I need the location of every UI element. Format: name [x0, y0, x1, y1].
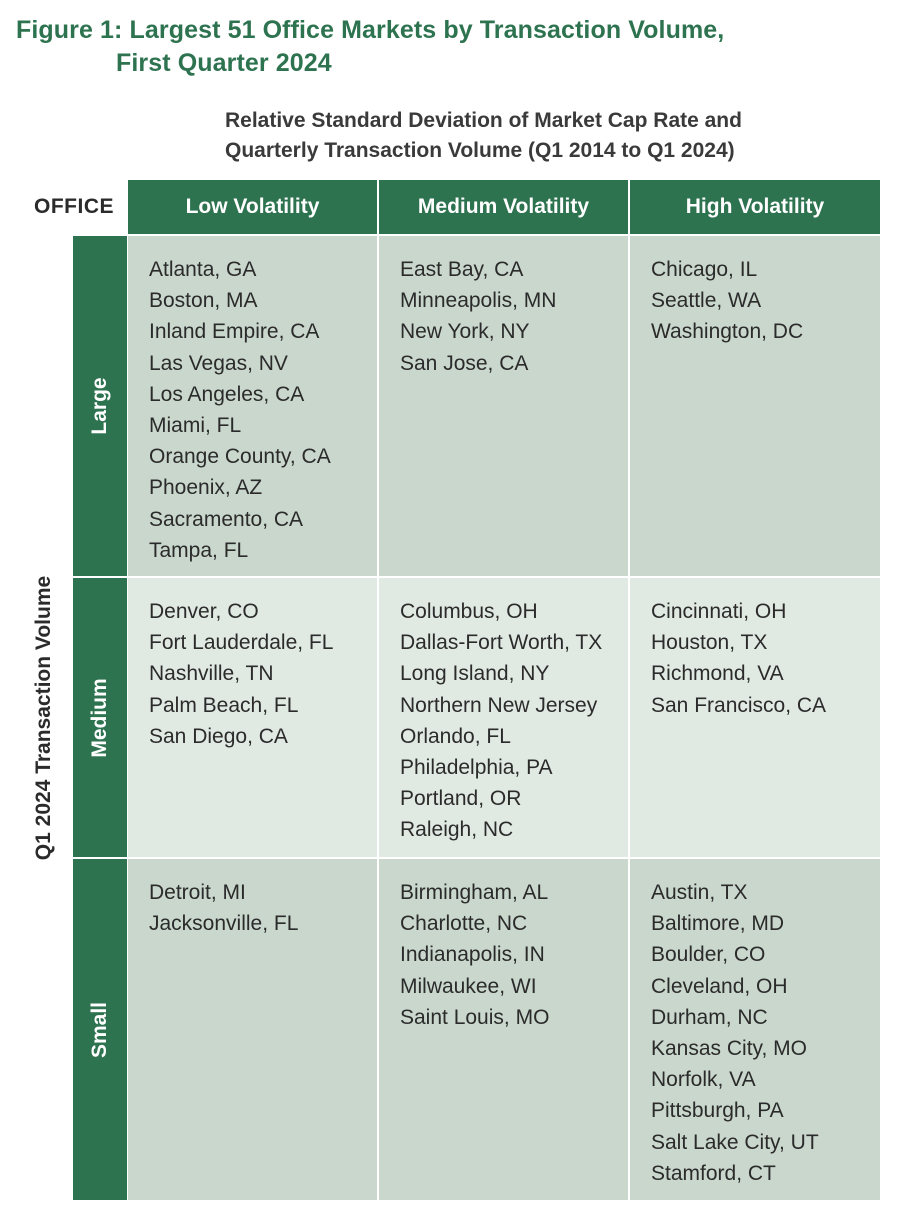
- market-item: Denver, CO: [149, 600, 259, 623]
- row-header-medium-label: Medium: [88, 677, 111, 758]
- market-list: Chicago, IL Seattle, WA Washington, DC: [651, 254, 880, 348]
- market-item: Saint Louis, MO: [400, 1005, 550, 1029]
- market-item: Jacksonville, FL: [149, 912, 299, 936]
- cell-large-medium: East Bay, CA Minneapolis, MN New York, NY S…: [379, 236, 628, 576]
- cell-medium-high: Cincinnati, OH Houston, TX Richmond, VA San…: [630, 578, 880, 857]
- column-header-medium-volatility: Medium Volatility: [379, 180, 628, 234]
- market-item: Los Angeles, CA: [149, 382, 305, 406]
- market-item: Detroit, MI: [149, 881, 246, 904]
- market-item: Palm Beach, FL: [149, 693, 299, 717]
- market-item: Birmingham, AL: [400, 881, 549, 904]
- market-list: Denver, CO Fort Lauderdale, FL Nashville, …: [149, 596, 377, 752]
- market-list: Columbus, OH Dallas-Fort Worth, TX Long Is…: [400, 596, 628, 846]
- market-item: Philadelphia, PA: [400, 756, 553, 780]
- market-list: East Bay, CA Minneapolis, MN New York, NY S…: [400, 254, 628, 379]
- market-item: Milwaukee, WI: [400, 974, 537, 998]
- market-item: Norfolk, VA: [651, 1068, 756, 1092]
- market-item: Minneapolis, MN: [400, 289, 557, 313]
- market-item: Indianapolis, IN: [400, 943, 545, 967]
- market-list: Birmingham, AL Charlotte, NC Indianapolis,…: [400, 877, 628, 1033]
- market-item: Salt Lake City, UT: [651, 1130, 819, 1154]
- market-item: Orlando, FL: [400, 724, 511, 748]
- market-item: Las Vegas, NV: [149, 351, 288, 375]
- market-item: Boston, MA: [149, 289, 258, 313]
- table-subtitle: Relative Standard Deviation of Market Ca…: [225, 106, 742, 166]
- market-item: Phoenix, AZ: [149, 476, 263, 500]
- market-item: Richmond, VA: [651, 662, 784, 686]
- market-item: Fort Lauderdale, FL: [149, 631, 334, 655]
- market-item: Northern New Jersey: [400, 693, 598, 717]
- cell-large-low: Atlanta, GA Boston, MA Inland Empire, CA La…: [128, 236, 377, 576]
- market-item: San Francisco, CA: [651, 693, 827, 717]
- row-header-small-label: Small: [88, 1001, 111, 1058]
- market-list: Austin, TX Baltimore, MD Boulder, CO Clevel…: [651, 877, 880, 1189]
- market-item: Austin, TX: [651, 881, 748, 904]
- figure-title-line-1: Figure 1: Largest 51 Office Markets by T…: [16, 16, 725, 44]
- market-item: Durham, NC: [651, 1005, 768, 1029]
- market-item: San Diego, CA: [149, 724, 288, 748]
- market-item: Stamford, CT: [651, 1161, 776, 1185]
- office-corner-label: OFFICE: [34, 195, 114, 218]
- column-header-low-volatility: Low Volatility: [128, 180, 377, 234]
- market-item: Boulder, CO: [651, 943, 766, 967]
- market-item: Miami, FL: [149, 414, 242, 438]
- market-item: Charlotte, NC: [400, 912, 528, 936]
- market-item: Baltimore, MD: [651, 912, 785, 936]
- row-header-small: Small: [73, 859, 127, 1200]
- market-item: Raleigh, NC: [400, 818, 514, 842]
- row-header-medium: Medium: [73, 578, 127, 857]
- figure-title: Figure 1: Largest 51 Office Markets by T…: [16, 14, 724, 80]
- cell-medium-medium: Columbus, OH Dallas-Fort Worth, TX Long Is…: [379, 578, 628, 857]
- market-list: Detroit, MI Jacksonville, FL: [149, 877, 377, 939]
- market-item: Portland, OR: [400, 787, 522, 811]
- market-item: Long Island, NY: [400, 662, 550, 686]
- market-item: Pittsburgh, PA: [651, 1099, 784, 1123]
- market-list: Cincinnati, OH Houston, TX Richmond, VA San…: [651, 596, 880, 721]
- table-subtitle-line-2: Quarterly Transaction Volume (Q1 2014 to…: [225, 139, 735, 162]
- market-item: Sacramento, CA: [149, 507, 304, 531]
- cell-large-high: Chicago, IL Seattle, WA Washington, DC: [630, 236, 880, 576]
- row-header-large-label: Large: [88, 377, 111, 435]
- table-subtitle-line-1: Relative Standard Deviation of Market Ca…: [225, 109, 742, 132]
- market-item: Houston, TX: [651, 631, 768, 655]
- market-item: Cleveland, OH: [651, 974, 788, 998]
- market-item: Atlanta, GA: [149, 258, 257, 281]
- market-item: Orange County, CA: [149, 445, 331, 469]
- market-item: Dallas-Fort Worth, TX: [400, 631, 603, 655]
- row-axis-label-text: Q1 2024 Transaction Volume: [32, 575, 55, 861]
- market-item: San Jose, CA: [400, 351, 529, 375]
- market-item: Washington, DC: [651, 320, 804, 344]
- market-item: Cincinnati, OH: [651, 600, 787, 623]
- cell-small-low: Detroit, MI Jacksonville, FL: [128, 859, 377, 1200]
- market-item: New York, NY: [400, 320, 530, 344]
- cell-small-high: Austin, TX Baltimore, MD Boulder, CO Clevel…: [630, 859, 880, 1200]
- cell-medium-low: Denver, CO Fort Lauderdale, FL Nashville, …: [128, 578, 377, 857]
- market-item: Columbus, OH: [400, 600, 538, 623]
- market-item: Nashville, TN: [149, 662, 274, 686]
- market-item: East Bay, CA: [400, 258, 524, 281]
- row-header-large: Large: [73, 236, 127, 576]
- figure-title-line-2: First Quarter 2024: [116, 49, 332, 77]
- market-item: Seattle, WA: [651, 289, 762, 313]
- market-item: Chicago, IL: [651, 258, 758, 281]
- market-item: Kansas City, MO: [651, 1037, 807, 1061]
- market-list: Atlanta, GA Boston, MA Inland Empire, CA La…: [149, 254, 377, 566]
- cell-small-medium: Birmingham, AL Charlotte, NC Indianapolis,…: [379, 859, 628, 1200]
- market-item: Tampa, FL: [149, 538, 249, 562]
- column-header-high-volatility: High Volatility: [630, 180, 880, 234]
- market-item: Inland Empire, CA: [149, 320, 320, 344]
